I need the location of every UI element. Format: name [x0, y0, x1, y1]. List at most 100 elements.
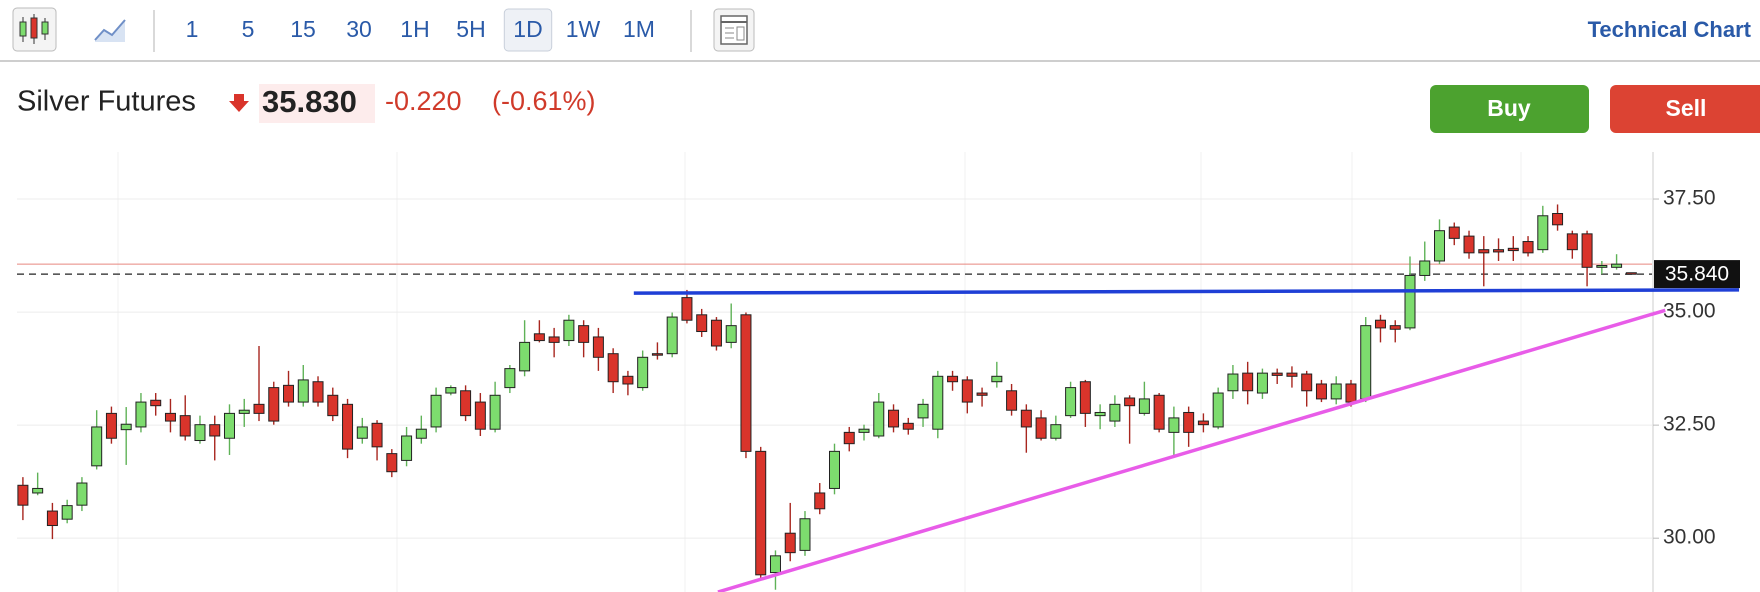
candle-body	[445, 387, 457, 394]
layout-icon[interactable]	[713, 8, 755, 52]
candle-body	[194, 424, 206, 442]
price-highlight	[259, 84, 375, 123]
candle-body	[356, 426, 368, 439]
candle-body	[1566, 233, 1578, 251]
candle-body	[61, 505, 73, 520]
selected-interval	[503, 8, 553, 52]
interval[interactable]: 1W	[566, 16, 601, 42]
interval[interactable]: 1D	[513, 16, 542, 42]
candle-body	[1079, 381, 1091, 414]
interval[interactable]: 5H	[456, 16, 485, 42]
last-price-badge	[1654, 260, 1740, 289]
candle-body	[1330, 383, 1342, 400]
candle-body	[1581, 233, 1593, 268]
y-tick-label: 32.50	[1663, 413, 1716, 436]
candle-icon[interactable]	[12, 7, 57, 52]
candle-body	[1434, 230, 1446, 262]
candle-body	[681, 297, 693, 321]
candle-body	[1478, 249, 1490, 254]
candle-body	[150, 399, 162, 407]
grid: 30.00 32.50 35.00 37.50	[17, 187, 1716, 549]
candle-body	[1493, 249, 1505, 253]
candle-body	[1625, 272, 1637, 275]
candle-body	[1168, 417, 1180, 433]
candle-body	[1256, 372, 1268, 394]
change-percent: (-0.61%)	[492, 86, 596, 116]
candle-body	[873, 401, 885, 437]
interval[interactable]: 1M	[623, 16, 655, 42]
candle-body	[858, 428, 870, 433]
interval[interactable]: 1H	[400, 16, 429, 42]
candle-body	[1507, 247, 1519, 252]
candle-body	[1020, 409, 1032, 428]
candle-body	[1286, 372, 1298, 377]
candle-body	[696, 314, 708, 333]
candle-body	[105, 412, 117, 439]
candle-body	[460, 390, 472, 417]
candle-body	[1345, 383, 1357, 403]
candle-body	[1050, 424, 1062, 439]
candle-body	[1374, 319, 1386, 329]
candle-body	[1419, 260, 1431, 276]
candle-body	[430, 394, 442, 428]
vertical-grid	[117, 152, 1522, 592]
candle-body	[947, 375, 959, 383]
candle-body	[46, 510, 58, 527]
candle-body	[1183, 411, 1195, 433]
interval[interactable]: 15	[290, 16, 316, 42]
candle-body	[238, 409, 250, 414]
candle-body	[563, 319, 575, 342]
candle-body	[961, 379, 973, 403]
candle-body	[991, 375, 1003, 383]
candle-body	[386, 453, 398, 473]
plot	[17, 204, 1637, 590]
candle-body	[1109, 403, 1121, 422]
candle-body	[415, 428, 427, 439]
candle-body	[932, 375, 944, 430]
sell-label: Sell	[1666, 95, 1707, 121]
candle-body	[17, 484, 29, 506]
interval[interactable]: 30	[346, 16, 372, 42]
candle-body	[135, 401, 147, 428]
candle-body	[164, 412, 176, 422]
candle-body	[489, 394, 501, 430]
candle-body	[1197, 420, 1209, 426]
interval[interactable]: 1	[186, 16, 199, 42]
candle-body	[342, 403, 354, 450]
candle-body	[120, 423, 132, 431]
candle-body	[917, 403, 929, 419]
candle-body	[637, 356, 649, 389]
candle-body	[1360, 325, 1372, 400]
candle-body	[814, 492, 826, 510]
candle-body	[651, 353, 663, 356]
line-icon[interactable]	[94, 19, 126, 42]
technical-chart-link[interactable]: Technical Chart	[1588, 17, 1752, 42]
candle-body	[1522, 241, 1534, 254]
candle-body	[223, 412, 235, 439]
candle-body	[888, 409, 900, 428]
candle-body	[829, 450, 840, 489]
buy-button[interactable]: Buy	[1430, 85, 1589, 133]
y-tick-label: 30.00	[1663, 526, 1716, 549]
candle-body	[725, 325, 737, 343]
toolbar	[0, 0, 1760, 61]
candle-body	[1006, 390, 1018, 411]
candle-body	[1596, 265, 1608, 268]
candle-body	[1271, 372, 1283, 376]
sell-button[interactable]: Sell	[1610, 85, 1760, 133]
candle-body	[474, 401, 486, 430]
candle-body	[209, 424, 221, 437]
candle-body	[710, 319, 722, 347]
y-tick-label: 35.00	[1663, 300, 1716, 323]
candle-body	[371, 422, 383, 448]
buy-label: Buy	[1487, 95, 1531, 121]
candle-body	[843, 431, 855, 445]
candle-body	[976, 392, 988, 396]
y-tick-label: 37.50	[1663, 187, 1716, 210]
candle-body	[1611, 263, 1623, 268]
candle-body	[1552, 213, 1564, 226]
candle-body	[1463, 235, 1475, 254]
interval[interactable]: 5	[242, 16, 255, 42]
